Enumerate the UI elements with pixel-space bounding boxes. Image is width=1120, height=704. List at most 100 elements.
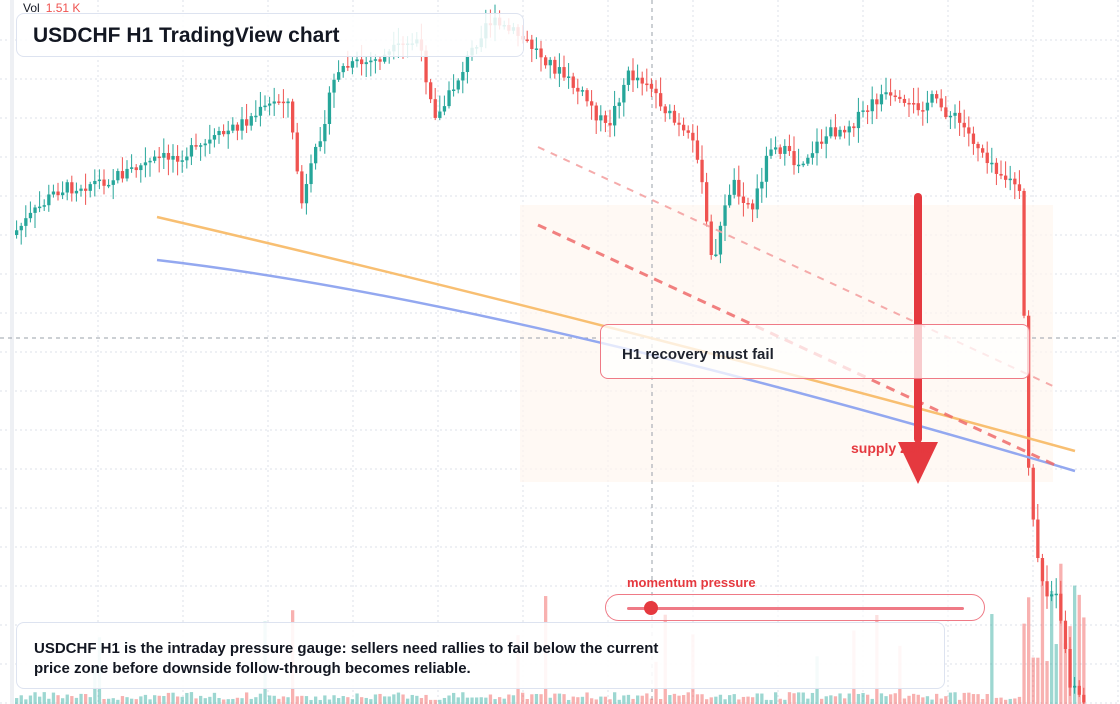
candle: [272, 101, 276, 104]
volume-bar: [1040, 561, 1045, 704]
candle: [111, 180, 115, 185]
volume-bar: [774, 692, 778, 704]
volume-bar: [479, 697, 483, 704]
volume-bar: [847, 693, 851, 704]
candle: [654, 88, 658, 94]
candle: [672, 110, 677, 123]
volume-bar: [401, 694, 405, 704]
candle: [84, 188, 88, 191]
summary-note: USDCHF H1 is the intraday pressure gauge…: [16, 622, 945, 689]
candle: [935, 94, 939, 99]
candle: [852, 126, 856, 129]
volume-bar: [824, 696, 828, 704]
candle: [70, 182, 74, 194]
volume-bar: [171, 692, 175, 704]
candle: [824, 136, 828, 144]
volume-label: Vol: [23, 1, 40, 15]
candle: [143, 162, 148, 166]
volume-bar: [953, 692, 957, 704]
volume-bar: [626, 694, 631, 704]
volume-bar: [51, 692, 56, 704]
volume-bar: [245, 692, 249, 704]
volume-bar: [700, 694, 704, 704]
volume-bar: [1059, 563, 1063, 704]
candle: [1077, 685, 1081, 695]
candle: [631, 70, 635, 81]
down-arrow: [898, 193, 938, 484]
candle: [829, 127, 833, 137]
volume-bar: [79, 693, 83, 704]
candle: [286, 101, 290, 104]
volume-bar: [820, 698, 824, 704]
volume-bar: [309, 699, 313, 704]
volume-bar: [732, 694, 736, 704]
candle: [364, 62, 368, 65]
volume-bar: [1045, 661, 1049, 704]
volume-bar: [613, 692, 617, 704]
candle: [383, 54, 387, 62]
volume-bar: [990, 614, 994, 704]
candle: [971, 133, 976, 144]
volume-bar: [810, 692, 815, 704]
candle: [695, 140, 700, 160]
volume-bar: [488, 694, 493, 704]
volume-bar: [567, 699, 571, 704]
candle: [1008, 178, 1012, 181]
volume-bar: [203, 698, 207, 704]
candle: [304, 184, 309, 204]
volume-bar: [511, 695, 516, 704]
candle: [1036, 519, 1040, 559]
volume-bar: [143, 694, 148, 704]
volume-bar: [277, 698, 281, 704]
candle: [337, 72, 341, 80]
candle: [856, 111, 861, 129]
candle: [157, 156, 161, 159]
candle: [249, 116, 253, 126]
volume-bar: [442, 697, 447, 704]
volume-bar: [498, 697, 502, 704]
volume-bar: [185, 692, 189, 704]
candle: [792, 151, 796, 166]
volume-bar: [134, 699, 138, 704]
candle: [622, 84, 626, 103]
volume-bar: [212, 692, 217, 704]
volume-bar: [369, 699, 373, 704]
candle: [19, 225, 23, 231]
volume-bar: [622, 695, 626, 704]
volume-bar: [792, 693, 796, 704]
volume-bar: [617, 699, 621, 704]
momentum-gauge-label: momentum pressure: [627, 575, 756, 590]
volume-bar: [861, 692, 865, 704]
supply-zone-label: supply zone: [851, 440, 932, 456]
volume-bar: [323, 695, 327, 704]
volume-bar: [139, 696, 143, 704]
volume-bar: [70, 696, 74, 704]
candle: [691, 132, 695, 141]
candle: [185, 156, 189, 161]
volume-bar: [948, 692, 953, 704]
candle: [815, 141, 819, 154]
candle: [180, 160, 184, 162]
volume-bar: [608, 699, 612, 704]
candle: [217, 130, 221, 136]
volume-bar: [925, 696, 930, 704]
candle: [870, 99, 874, 112]
candle: [56, 191, 60, 196]
candle: [1013, 178, 1017, 185]
volume-bar: [378, 693, 382, 704]
volume-bar: [580, 696, 585, 704]
volume-bar: [1008, 698, 1012, 704]
candle: [369, 60, 373, 63]
volume-bar: [695, 694, 700, 704]
candle: [254, 115, 258, 118]
volume-bar: [419, 698, 424, 704]
candle: [879, 94, 884, 105]
volume-bar: [649, 698, 654, 704]
volume-bar: [148, 699, 152, 704]
candle: [875, 99, 879, 105]
volume-bar: [769, 699, 773, 704]
volume-bar: [530, 694, 534, 704]
candle: [51, 191, 56, 195]
candle: [544, 57, 548, 66]
volume-bar: [272, 695, 276, 704]
